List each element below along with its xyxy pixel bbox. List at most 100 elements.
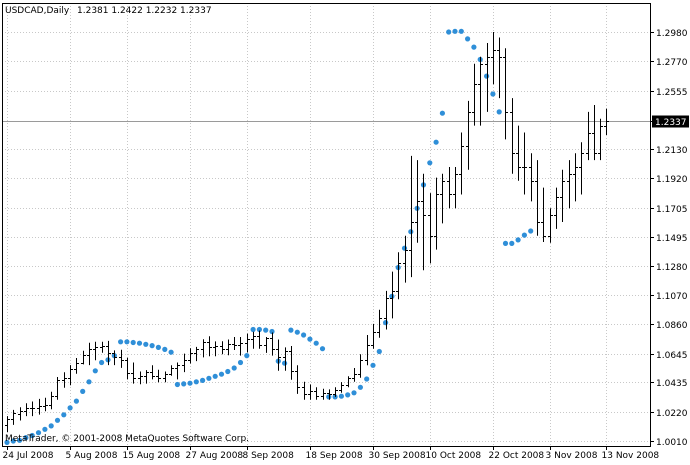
- ohlc-bar: [112, 350, 117, 366]
- ohlc-bar: [201, 339, 206, 358]
- ohlc-bar: [548, 208, 553, 243]
- ohlc-bar: [270, 332, 275, 356]
- y-tick-label: 1.0220: [656, 409, 688, 419]
- sar-dot: [376, 348, 382, 355]
- ohlc-bar: [472, 63, 477, 126]
- ohlc-bar: [396, 252, 401, 300]
- x-tick-label: 24 Jul 2008: [3, 451, 54, 461]
- ohlc-bar: [604, 108, 609, 135]
- ohlc-bar: [321, 388, 326, 400]
- sar-dot: [439, 110, 445, 116]
- x-tick-label: 8 Sep 2008: [243, 451, 295, 461]
- ohlc-bar: [276, 339, 281, 371]
- ohlc-bar: [390, 271, 395, 319]
- sar-dot: [118, 339, 124, 345]
- ohlc-bar: [100, 341, 105, 353]
- ohlc-bar: [314, 387, 319, 400]
- ohlc-bar: [175, 362, 180, 380]
- sar-dot: [149, 343, 155, 349]
- ohlc-bar: [74, 358, 79, 374]
- sar-dot: [502, 240, 509, 246]
- ohlc-bar: [516, 125, 521, 181]
- sar-dot: [237, 359, 244, 366]
- ohlc-bar: [497, 37, 502, 99]
- sar-dot: [307, 336, 313, 342]
- ohlc-bar: [567, 160, 572, 209]
- ohlc-bar: [428, 193, 433, 264]
- ohlc-bar: [245, 333, 250, 353]
- ohlc-bar: [491, 32, 496, 85]
- sar-dot: [484, 73, 490, 79]
- ohlc-bar: [453, 167, 458, 209]
- ohlc-bar: [226, 339, 231, 356]
- ohlc-bar: [131, 362, 136, 384]
- sar-dot: [155, 344, 161, 350]
- x-tick-label: 18 Sep 2008: [306, 451, 363, 461]
- ohlc-bar: [144, 370, 149, 384]
- y-tick-label: 1.0010: [656, 438, 688, 448]
- ohlc-bar: [55, 377, 60, 400]
- ohlc-bar: [194, 346, 199, 362]
- sar-dot: [370, 362, 376, 368]
- x-tick-label: 3 Nov 2008: [546, 451, 598, 461]
- ohlc-bar: [384, 290, 389, 330]
- ohlc-bar: [573, 153, 578, 202]
- sar-dot: [357, 384, 363, 390]
- ohlc-bar: [11, 409, 16, 425]
- chart-frame: [2, 3, 651, 447]
- sar-dot: [4, 439, 10, 445]
- sar-dot: [389, 293, 395, 299]
- sar-dot: [86, 379, 92, 385]
- ohlc-bar: [421, 173, 426, 271]
- ohlc-bar: [592, 105, 597, 161]
- ohlc-bar: [169, 365, 174, 376]
- ohlc-bar: [485, 43, 490, 112]
- sar-dot: [124, 339, 130, 345]
- ohlc-bar: [93, 341, 98, 361]
- sar-dot: [383, 320, 389, 326]
- sar-dot: [250, 326, 256, 333]
- ohlc-bar: [333, 387, 338, 397]
- sar-dot: [48, 423, 54, 429]
- ohlc-bar: [188, 348, 193, 364]
- ohlc-bar: [289, 346, 294, 380]
- sar-dot: [319, 346, 326, 352]
- sar-dot: [364, 376, 370, 382]
- copyright-notice: MetaTrader, © 2001-2008 MetaQuotes Softw…: [5, 434, 249, 444]
- ohlc-bar: [459, 132, 464, 195]
- sar-dot: [225, 368, 231, 375]
- sar-dot: [168, 349, 174, 355]
- ohlc-bar: [440, 173, 445, 224]
- time-axis: 24 Jul 2008 5 Aug 2008 15 Aug 2008 27 Aug 2…: [3, 446, 659, 461]
- ohlc-bar: [529, 153, 534, 202]
- ohlc-bar: [68, 365, 73, 386]
- y-tick-label: 1.0860: [656, 321, 688, 331]
- sar-dot: [174, 381, 180, 388]
- sar-dot: [136, 340, 143, 346]
- ohlc-bar: [156, 369, 161, 383]
- y-tick-label: 1.1495: [656, 234, 688, 244]
- ohlc-bar: [302, 381, 307, 400]
- sar-dot: [433, 139, 439, 145]
- sar-dot: [54, 417, 61, 423]
- current-price-label: 1.2337: [655, 118, 687, 128]
- ohlc-bar: [415, 160, 420, 243]
- ohlc-bar: [62, 372, 67, 388]
- ohlc-bar: [5, 416, 10, 432]
- ohlc-bar: [207, 336, 212, 357]
- y-tick-label: 1.1920: [656, 175, 688, 185]
- sar-dot: [99, 359, 105, 366]
- sar-dot: [452, 28, 458, 34]
- sar-dot: [465, 36, 471, 42]
- sar-dot: [269, 328, 275, 335]
- ohlc-bar: [150, 365, 155, 380]
- sar-dot: [446, 29, 452, 35]
- sar-dot: [521, 232, 528, 238]
- ohlc-bar: [163, 371, 168, 383]
- sar-dot: [218, 371, 225, 377]
- sar-dot: [181, 381, 187, 387]
- ohlc-bar: [339, 382, 344, 393]
